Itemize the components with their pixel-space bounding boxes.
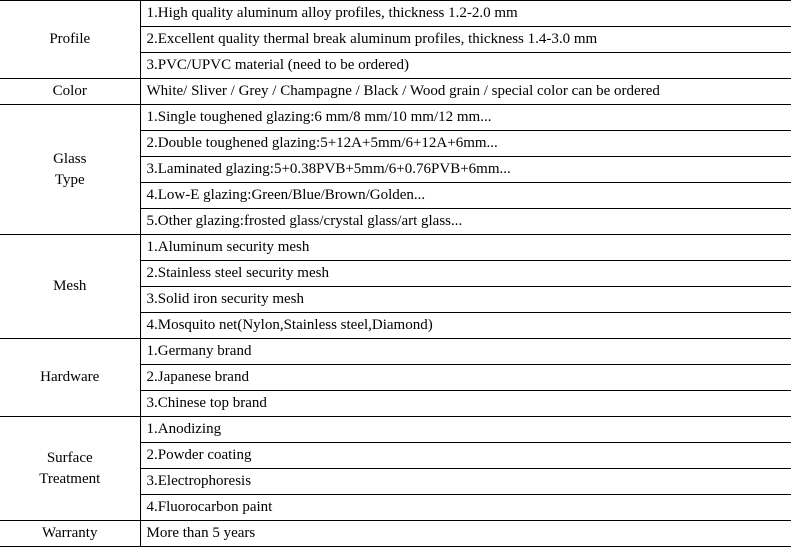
row-label-text: GlassType <box>53 149 86 191</box>
row-label-text: Mesh <box>53 276 86 297</box>
row-value: 2.Stainless steel security mesh <box>140 261 791 287</box>
row-value: 3.Laminated glazing:5+0.38PVB+5mm/6+0.76… <box>140 157 791 183</box>
row-label: Warranty <box>0 521 140 547</box>
row-value: 2.Excellent quality thermal break alumin… <box>140 27 791 53</box>
row-value: 1.Aluminum security mesh <box>140 235 791 261</box>
row-label-text: Hardware <box>40 367 99 388</box>
table-row: Color White/ Sliver / Grey / Champagne / … <box>0 79 791 105</box>
row-value: 2.Japanese brand <box>140 365 791 391</box>
table-row: Warranty More than 5 years <box>0 521 791 547</box>
row-value: 4.Fluorocarbon paint <box>140 495 791 521</box>
row-value: 1.Single toughened glazing:6 mm/8 mm/10 … <box>140 105 791 131</box>
table-row: Mesh1.Aluminum security mesh <box>0 235 791 261</box>
row-label-text: SurfaceTreatment <box>39 448 100 490</box>
row-value: 4.Mosquito net(Nylon,Stainless steel,Dia… <box>140 313 791 339</box>
row-label-text: Warranty <box>42 523 97 544</box>
row-value: 1.Germany brand <box>140 339 791 365</box>
row-value: 5.Other glazing:frosted glass/crystal gl… <box>140 209 791 235</box>
row-value: 3.Electrophoresis <box>140 469 791 495</box>
row-value: 4.Low-E glazing:Green/Blue/Brown/Golden.… <box>140 183 791 209</box>
spec-table: Profile 1.High quality aluminum alloy pro… <box>0 0 791 547</box>
row-value: 2.Double toughened glazing:5+12A+5mm/6+1… <box>140 131 791 157</box>
row-value: 2.Powder coating <box>140 443 791 469</box>
row-label-text: Profile <box>49 29 90 50</box>
row-label: Hardware <box>0 339 140 417</box>
row-label: Color <box>0 79 140 105</box>
row-value: 1.Anodizing <box>140 417 791 443</box>
row-label-text: Color <box>53 81 87 102</box>
row-value: 3.Chinese top brand <box>140 391 791 417</box>
table-row: Hardware1.Germany brand <box>0 339 791 365</box>
row-label: Profile <box>0 1 140 79</box>
row-value: 3.PVC/UPVC material (need to be ordered) <box>140 53 791 79</box>
table-row: SurfaceTreatment1.Anodizing <box>0 417 791 443</box>
row-label: Mesh <box>0 235 140 339</box>
row-value: White/ Sliver / Grey / Champagne / Black… <box>140 79 791 105</box>
table-row: GlassType1.Single toughened glazing:6 mm… <box>0 105 791 131</box>
row-value: 1.High quality aluminum alloy profiles, … <box>140 1 791 27</box>
table-row: Profile1.High quality aluminum alloy pro… <box>0 1 791 27</box>
row-value: More than 5 years <box>140 521 791 547</box>
row-label: GlassType <box>0 105 140 235</box>
row-value: 3.Solid iron security mesh <box>140 287 791 313</box>
spec-table-body: Profile 1.High quality aluminum alloy pro… <box>0 1 791 547</box>
